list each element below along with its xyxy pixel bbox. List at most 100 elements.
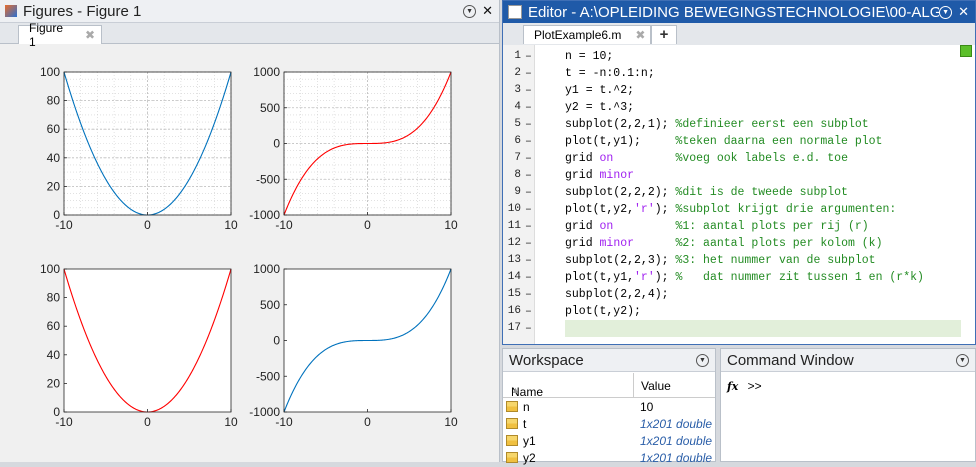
variable-name: y2 [523, 451, 536, 465]
code-line[interactable]: 15– subplot(2,2,4); [503, 286, 961, 303]
code-text: subplot(2,2,4); [565, 286, 669, 303]
breakpoint-dash[interactable]: – [525, 271, 532, 284]
line-number: 11 [507, 220, 521, 232]
y-tick-label: 20 [47, 179, 61, 193]
code-token: grid [565, 237, 600, 250]
code-line[interactable]: 10– plot(t,y2,'r'); %subplot krijgt drie … [503, 201, 961, 218]
x-tick-label: 10 [444, 218, 458, 232]
function-browser-icon[interactable]: fx [727, 380, 739, 393]
code-line[interactable]: 7– grid on %voeg ook labels e.d. toe [503, 150, 961, 167]
breakpoint-dash[interactable]: – [525, 305, 532, 318]
breakpoint-dash[interactable]: – [525, 220, 532, 233]
line-number: 15 [507, 288, 521, 300]
y-tick-label: 40 [47, 348, 61, 362]
breakpoint-dash[interactable]: – [525, 186, 532, 199]
breakpoint-dash[interactable]: – [525, 50, 532, 63]
code-line[interactable]: 4– y2 = t.^3; [503, 99, 961, 116]
figures-menu-icon[interactable]: ▼ [463, 4, 477, 18]
tab-close-icon[interactable]: ✖ [635, 28, 646, 42]
workspace-row[interactable]: n 10 [503, 399, 715, 416]
code-line[interactable]: 12– grid minor %2: aantal plots per kolom… [503, 235, 961, 252]
code-text: subplot(2,2,2); %dit is de tweede subplo… [565, 184, 848, 201]
code-area[interactable]: 1– n = 10; 2– t = -n:0.1:n; 3– y1 = t.^2; 4– y2… [503, 45, 975, 344]
code-token: t = -n:0.1:n; [565, 67, 655, 80]
code-token: y1 = t.^2; [565, 84, 635, 97]
breakpoint-dash[interactable]: – [525, 254, 532, 267]
editor-title-bar: Editor - A:\OPLEIDING BEWEGINGSTECHNOLOG… [503, 1, 975, 23]
variable-name: y1 [523, 434, 536, 448]
breakpoint-dash[interactable]: – [525, 322, 532, 335]
breakpoint-dash[interactable]: – [525, 237, 532, 250]
plot-area [64, 269, 231, 412]
breakpoint-dash[interactable]: – [525, 101, 532, 114]
code-line[interactable]: 11– grid on %1: aantal plots per rij (r) [503, 218, 961, 235]
y-tick-label: 100 [40, 65, 60, 79]
add-tab-button[interactable]: + [651, 25, 677, 44]
workspace-row[interactable]: y1 1x201 double [503, 433, 715, 450]
breakpoint-dash[interactable]: – [525, 152, 532, 165]
code-token: %1: aantal plots per rij (r) [675, 220, 869, 233]
code-line[interactable]: 2– t = -n:0.1:n; [503, 65, 961, 82]
x-tick-label: 10 [224, 218, 238, 232]
tab-close-icon[interactable]: ✖ [84, 28, 95, 42]
breakpoint-dash[interactable]: – [525, 118, 532, 131]
x-tick-label: 10 [224, 415, 238, 429]
y-tick-label: 1000 [253, 65, 280, 79]
line-number: 3 [514, 84, 521, 96]
workspace-row[interactable]: y2 1x201 double [503, 450, 715, 467]
y-tick-label: 0 [273, 137, 280, 151]
breakpoint-dash[interactable]: – [525, 135, 532, 148]
y-tick-label: 60 [47, 319, 61, 333]
line-number: 2 [514, 67, 521, 79]
code-line[interactable]: 17– [503, 320, 961, 337]
column-header-value[interactable]: Value [641, 379, 671, 393]
figures-close-icon[interactable]: ✕ [482, 3, 493, 18]
code-token: y2 = t.^3; [565, 101, 635, 114]
code-line[interactable]: 8– grid minor [503, 167, 961, 184]
breakpoint-dash[interactable]: – [525, 288, 532, 301]
x-tick-label: -10 [275, 218, 293, 232]
code-token: ); [654, 271, 676, 284]
workspace-row[interactable]: t 1x201 double [503, 416, 715, 433]
tab-figure-1[interactable]: Figure 1 ✖ [18, 21, 102, 49]
series-line [283, 268, 452, 413]
editor-close-icon[interactable]: ✕ [958, 4, 969, 19]
code-token: minor [599, 237, 635, 250]
y-tick-label: 60 [47, 122, 61, 136]
code-line[interactable]: 5– subplot(2,2,1); %definieer eerst een s… [503, 116, 961, 133]
code-line[interactable]: 1– n = 10; [503, 48, 961, 65]
y-tick-label: 0 [273, 334, 280, 348]
breakpoint-dash[interactable]: – [525, 84, 532, 97]
y-tick-label: 500 [260, 298, 280, 312]
workspace-menu-icon[interactable]: ▼ [696, 353, 709, 367]
figures-tab-strip: Figure 1 ✖ [0, 21, 499, 49]
breakpoint-dash[interactable]: – [525, 67, 532, 80]
breakpoint-dash[interactable]: – [525, 169, 532, 182]
line-number: 13 [507, 254, 521, 266]
y-tick-label: 80 [47, 94, 61, 108]
variable-name: n [523, 400, 530, 414]
code-line[interactable]: 16– plot(t,y2); [503, 303, 961, 320]
tab-plotexample6[interactable]: PlotExample6.m ✖ [523, 25, 651, 44]
workspace-title-bar: Workspace ▼ [503, 349, 715, 372]
code-text: plot(t,y1,'r'); % dat nummer zit tussen … [565, 269, 924, 286]
code-token: minor [599, 169, 635, 182]
line-number: 10 [507, 203, 521, 215]
code-line[interactable]: 6– plot(t,y1); %teken daarna een normale … [503, 133, 961, 150]
breakpoint-dash[interactable]: – [525, 203, 532, 216]
y-tick-label: -500 [256, 172, 280, 186]
command-prompt[interactable]: fx >> [727, 379, 762, 393]
code-line[interactable]: 13– subplot(2,2,3); %3: het nummer van de… [503, 252, 961, 269]
code-line[interactable]: 3– y1 = t.^2; [503, 82, 961, 99]
code-token: % dat nummer zit tussen 1 en (r*k) [675, 271, 924, 284]
figures-title-bar: Figures - Figure 1 ▼ ✕ [0, 0, 499, 23]
code-line[interactable]: 9– subplot(2,2,2); %dit is de tweede subp… [503, 184, 961, 201]
code-line[interactable]: 14– plot(t,y1,'r'); % dat nummer zit tuss… [503, 269, 961, 286]
series-line [283, 71, 452, 216]
workspace-header: Name ▲ Value [503, 373, 715, 399]
editor-menu-icon[interactable]: ▼ [939, 5, 953, 19]
editor-title: Editor - A:\OPLEIDING BEWEGINGSTECHNOLOG… [527, 3, 940, 21]
code-analyzer-ok-icon[interactable] [960, 45, 972, 57]
code-token: n = 10; [565, 50, 614, 63]
command-window-menu-icon[interactable]: ▼ [956, 353, 969, 367]
